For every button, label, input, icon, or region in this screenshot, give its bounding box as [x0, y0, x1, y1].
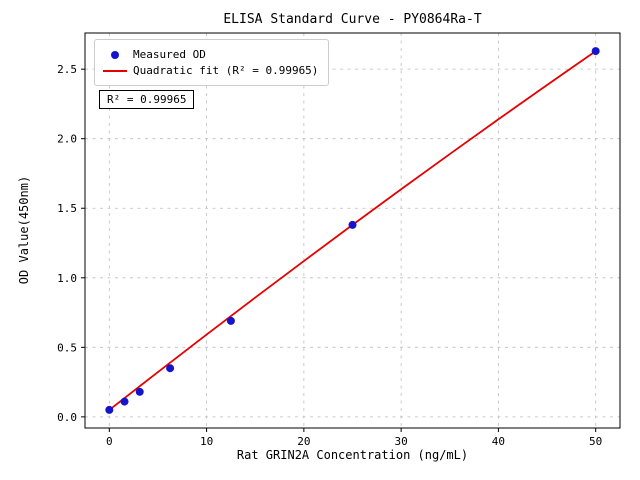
- data-point: [591, 47, 600, 56]
- data-point: [120, 397, 129, 406]
- r-squared-annotation: R² = 0.99965: [99, 90, 195, 109]
- data-point: [226, 316, 235, 325]
- legend-item-quadratic-fit: Quadratic fit (R² = 0.99965): [103, 64, 318, 77]
- y-tick-label: 1.5: [57, 202, 77, 215]
- x-tick-label: 0: [106, 435, 113, 448]
- y-tick-label: 1.0: [57, 272, 77, 285]
- data-point: [105, 405, 114, 414]
- x-tick-label: 20: [297, 435, 310, 448]
- scatter-points: [105, 47, 600, 414]
- line-marker-icon: [103, 69, 127, 72]
- legend-label: Quadratic fit (R² = 0.99965): [133, 64, 319, 77]
- plot-frame: [84, 32, 621, 429]
- grid-lines: [85, 33, 620, 428]
- y-axis-label: OD Value(450nm): [17, 175, 31, 285]
- chart-title: ELISA Standard Curve - PY0864Ra-T: [223, 12, 482, 27]
- data-point: [135, 387, 144, 396]
- x-tick-label: 10: [200, 435, 213, 448]
- y-tick-label: 2.5: [57, 63, 77, 76]
- axis-ticks: 0 10 20 30 40 50 0.0 0.5 1.0 1.5 2.0 2.5: [57, 63, 602, 448]
- scatter-marker-icon: [111, 50, 119, 59]
- data-point: [166, 364, 175, 373]
- x-tick-label: 30: [395, 435, 408, 448]
- y-tick-label: 2.0: [57, 133, 77, 146]
- x-axis-label: Rat GRIN2A Concentration (ng/mL): [236, 448, 469, 462]
- x-tick-label: 50: [589, 435, 602, 448]
- data-point: [348, 220, 357, 229]
- y-tick-label: 0.5: [57, 341, 77, 354]
- legend-item-measured-od: Measured OD: [103, 48, 318, 61]
- legend-label: Measured OD: [133, 48, 206, 61]
- x-tick-label: 40: [492, 435, 505, 448]
- y-tick-label: 0.0: [57, 411, 77, 424]
- legend: Measured OD Quadratic fit (R² = 0.99965): [94, 39, 330, 86]
